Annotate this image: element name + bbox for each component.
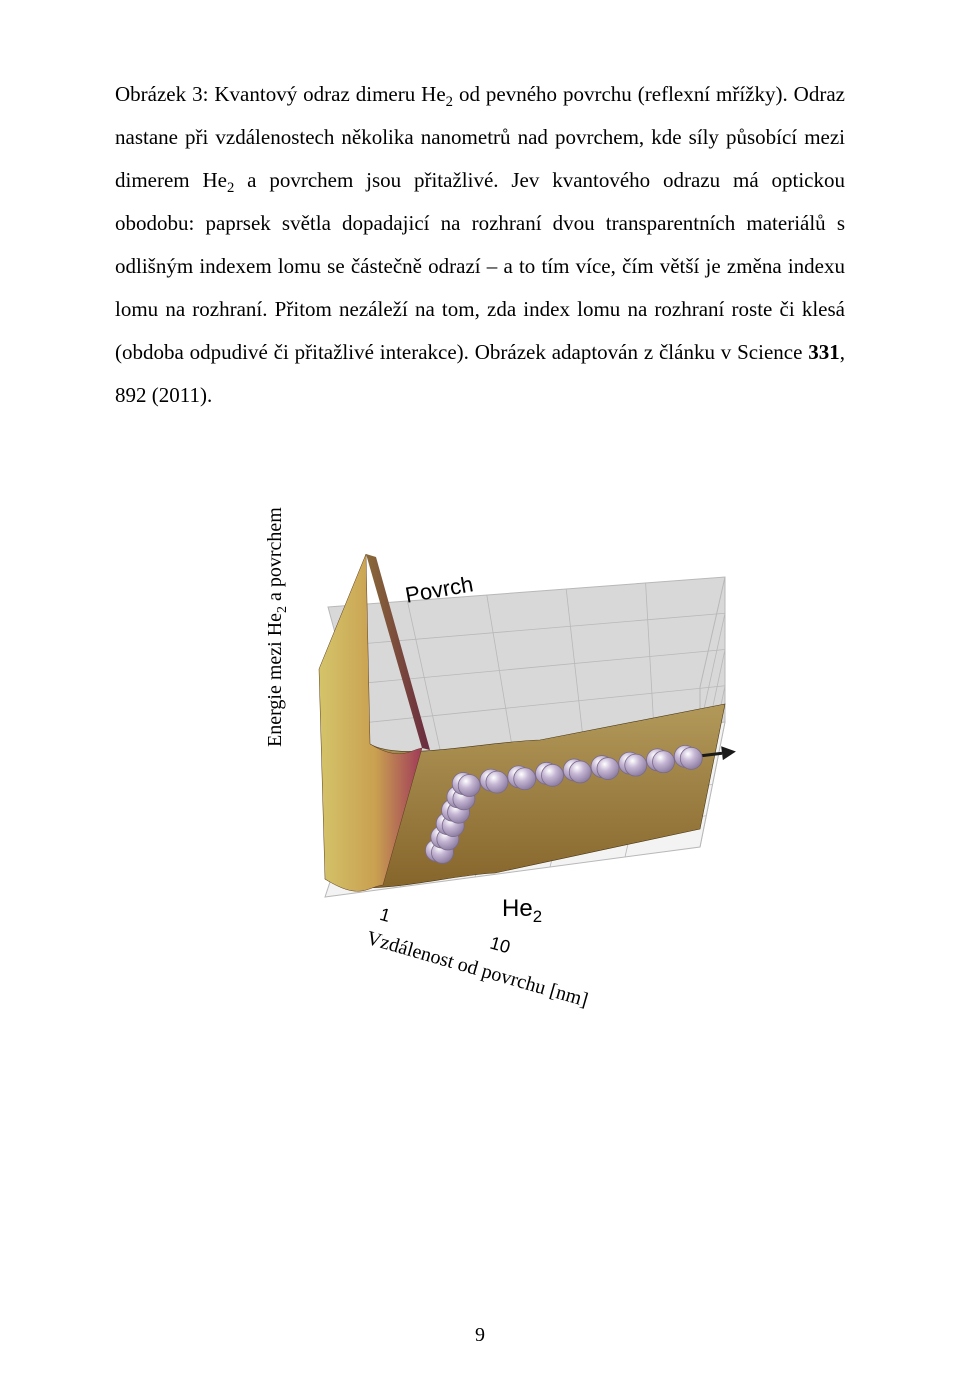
caption-sub-1: 2 — [446, 94, 453, 110]
y-axis-prefix: Energie mezi He — [264, 613, 286, 747]
particle-sub: 2 — [533, 907, 542, 926]
figure-container: Povrch Energie mezi He2 a povrchem 1 10 … — [115, 537, 845, 1007]
caption-vol: 331 — [808, 340, 840, 364]
caption-text-3: a povrchem jsou přitažlivé. Jev kvantové… — [115, 168, 845, 364]
caption-text-1: Kvantový odraz dimeru He — [208, 82, 445, 106]
y-axis-suffix: a povrchem — [264, 508, 286, 607]
quantum-reflection-figure: Povrch Energie mezi He2 a povrchem 1 10 … — [220, 537, 740, 1007]
page-number: 9 — [0, 1324, 960, 1347]
y-axis-label: Energie mezi He2 a povrchem — [260, 508, 287, 748]
particle-prefix: He — [502, 895, 533, 922]
caption-label: Obrázek 3: — [115, 82, 208, 106]
figure-caption: Obrázek 3: Kvantový odraz dimeru He2 od … — [115, 73, 845, 417]
figure-svg — [220, 537, 740, 1007]
y-axis-sub: 2 — [275, 606, 290, 613]
particle-label: He2 — [502, 895, 542, 923]
